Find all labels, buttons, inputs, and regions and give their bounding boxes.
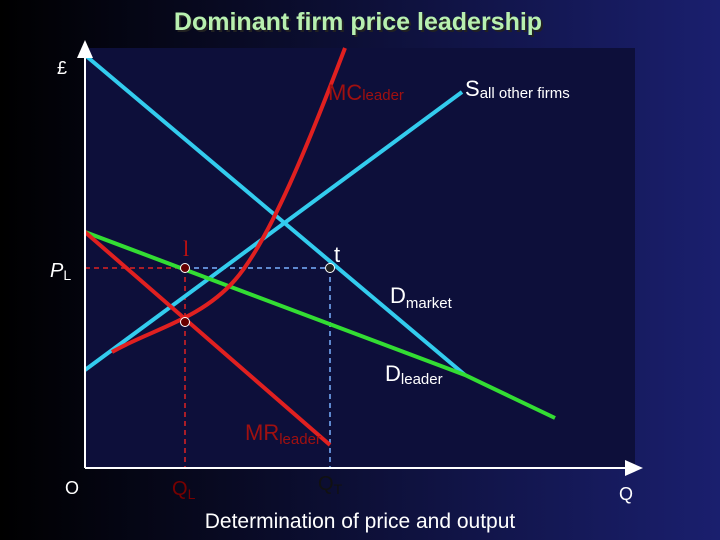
- mc-main: MC: [328, 80, 362, 105]
- dmarket-main: D: [390, 283, 406, 308]
- dmarket-sub: market: [406, 295, 453, 312]
- dmarket-label: Dmarket: [390, 283, 453, 312]
- point-mr: [180, 317, 190, 327]
- mr-label: MRleader: [245, 420, 321, 448]
- price-main: P: [50, 260, 64, 282]
- ql-label: QL: [172, 478, 196, 502]
- supply-label: Sall other firms: [465, 76, 570, 102]
- supply-sub: all other firms: [480, 85, 570, 102]
- supply-main: S: [465, 76, 480, 101]
- y-axis-label: £: [57, 58, 67, 78]
- caption: Determination of price and output: [205, 510, 516, 533]
- ql-sub: L: [188, 486, 196, 502]
- origin-label: O: [65, 478, 79, 498]
- dleader-label: Dleader: [385, 361, 443, 388]
- point-l-label: l: [183, 236, 189, 261]
- ql-main: Q: [172, 478, 188, 500]
- price-label: PL: [50, 260, 71, 283]
- x-axis-label: Q: [619, 484, 633, 504]
- mc-curve: [110, 47, 347, 354]
- mr-line: [83, 230, 332, 447]
- mc-sub: leader: [362, 87, 404, 104]
- title: Dominant firm price leadership: [174, 8, 542, 36]
- dleader-main: D: [385, 361, 401, 386]
- qt-main: Q: [318, 473, 334, 495]
- mc-label: MCleader: [328, 80, 404, 105]
- point-t: [325, 263, 335, 273]
- point-l: [180, 263, 190, 273]
- point-t-label: t: [334, 242, 340, 267]
- leader-demand-line: [84, 230, 556, 420]
- dleader-sub: leader: [401, 371, 443, 388]
- mr-main: MR: [245, 420, 279, 445]
- qt-label: QT: [318, 473, 343, 497]
- plot-area: [85, 48, 635, 468]
- supply-line: [83, 90, 464, 372]
- qt-sub: T: [334, 481, 343, 497]
- price-sub: L: [63, 267, 71, 283]
- mr-sub: leader: [279, 431, 321, 448]
- title-shadow: Dominant firm price leadership: [176, 10, 544, 38]
